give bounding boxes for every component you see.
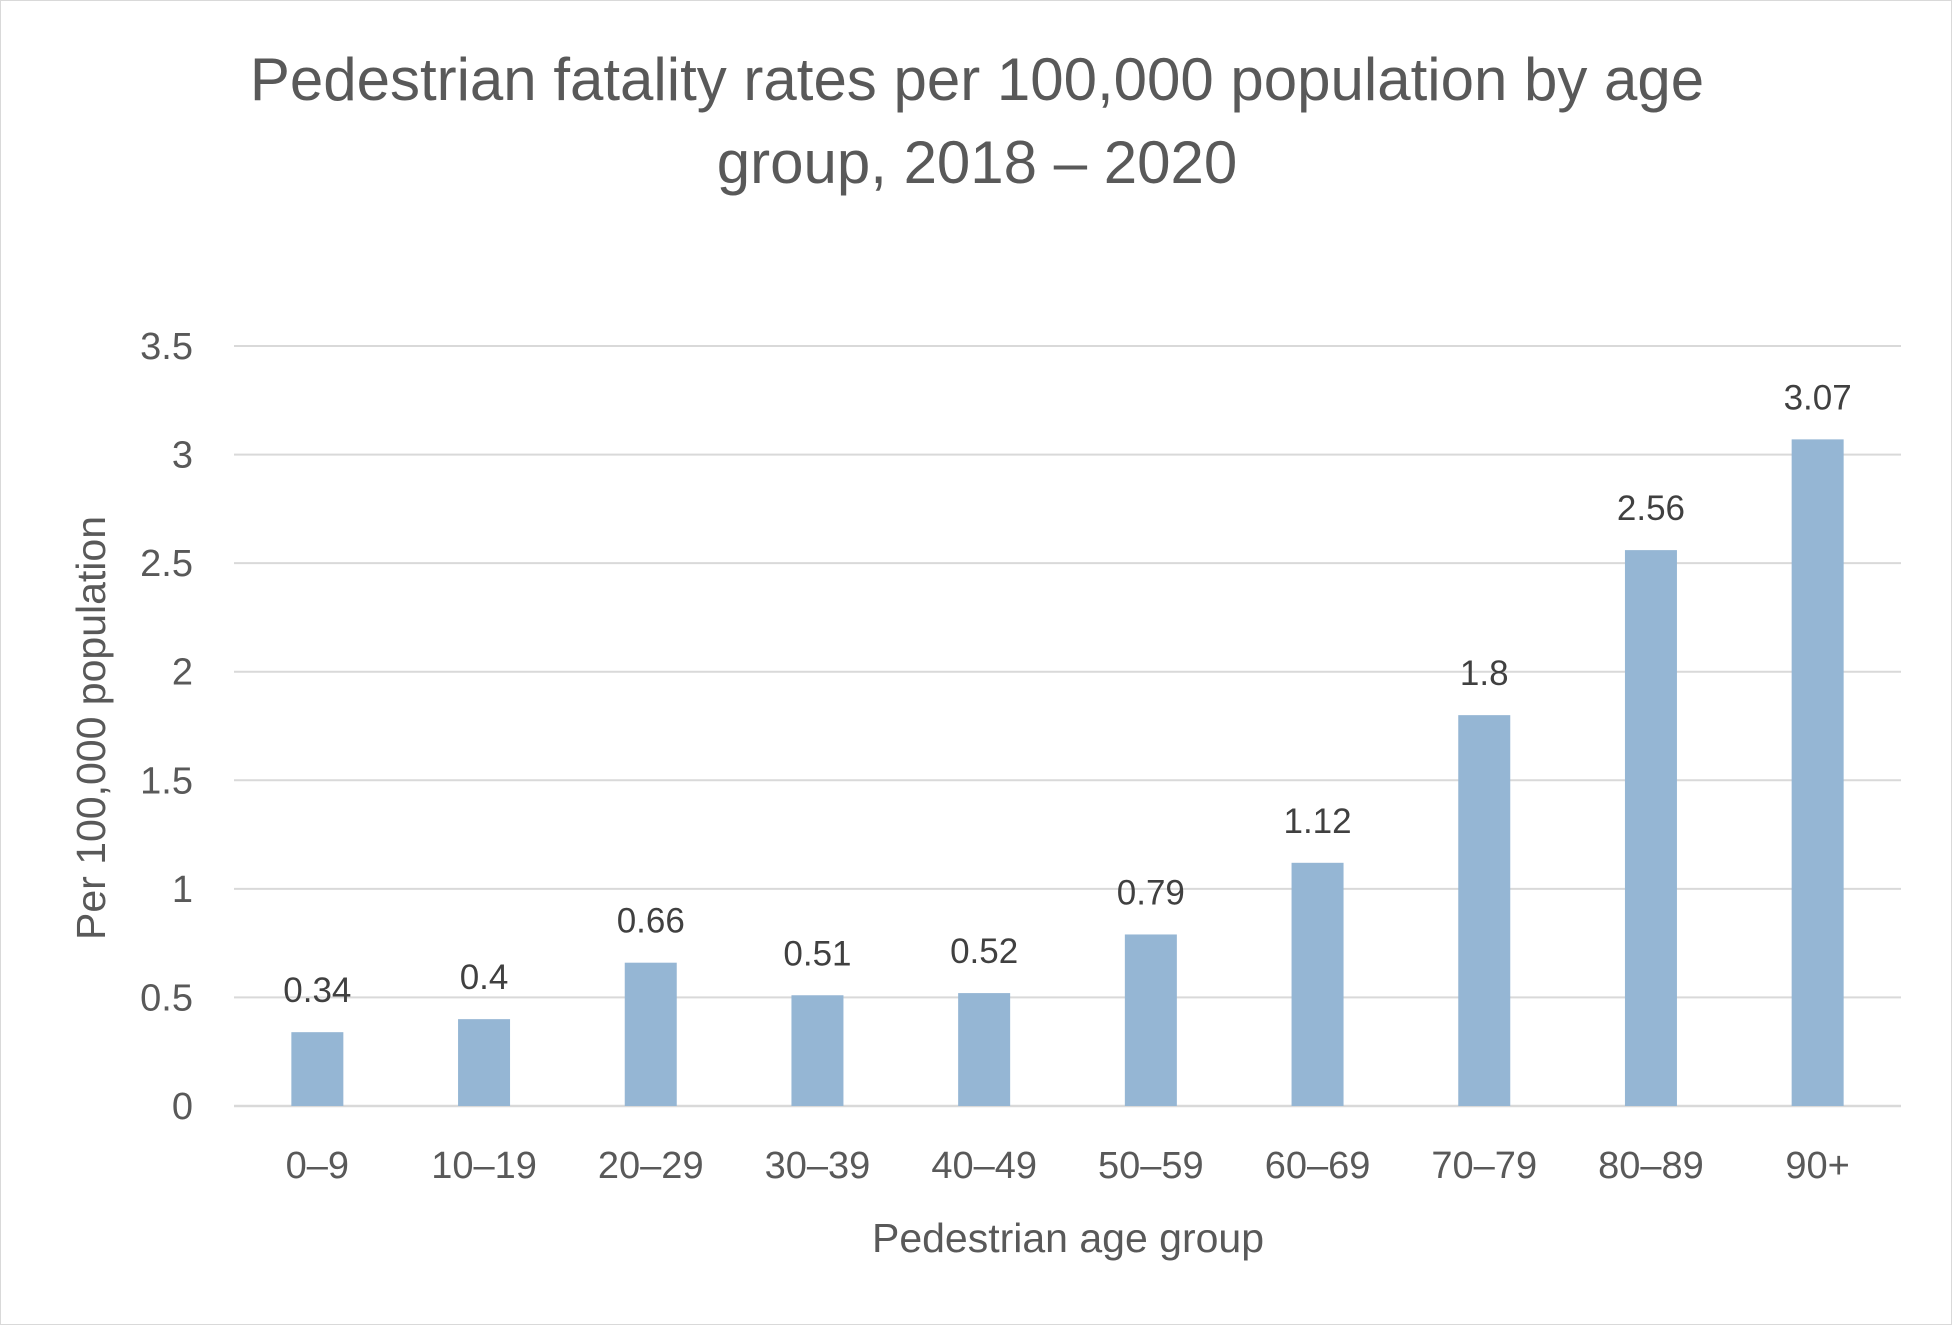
x-tick-label: 90+ [1785,1145,1849,1187]
data-labels: 0.34 0.4 0.66 0.51 0.52 0.79 1.12 1.8 2.56 3.07 [283,378,1851,1010]
x-tick-label: 20–29 [598,1145,704,1187]
data-label: 0.79 [1117,873,1185,912]
bar [1624,550,1677,1106]
y-tick-label: 0.5 [140,977,193,1019]
x-tick-label: 0–9 [286,1145,349,1187]
chart-title-line-1: Pedestrian fatality rates per 100,000 po… [250,46,1704,113]
bar [791,995,844,1106]
x-tick-label: 60–69 [1265,1145,1371,1187]
data-label: 0.52 [950,932,1018,971]
gridlines [234,345,1901,1108]
x-tick-label: 50–59 [1098,1145,1204,1187]
bar [1124,934,1177,1106]
y-tick-label: 3 [172,435,193,477]
data-label: 0.51 [783,934,851,973]
y-tick-label: 1.5 [140,760,193,802]
data-label: 0.34 [283,971,351,1010]
data-label: 1.8 [1460,654,1509,693]
bar [1458,715,1511,1106]
data-label: 0.66 [617,902,685,941]
data-label: 3.07 [1784,378,1852,417]
bar [1791,439,1844,1106]
bar [624,962,677,1106]
bar [958,993,1011,1106]
x-tick-label: 80–89 [1598,1145,1704,1187]
y-tick-label: 1 [172,869,193,911]
data-label: 1.12 [1283,802,1351,841]
chart-title-line-2: group, 2018 – 2020 [717,129,1237,196]
bar [1291,862,1344,1106]
x-axis-title: Pedestrian age group [872,1215,1264,1261]
y-tick-label: 3.5 [140,326,193,368]
x-axis-ticks: 0–9 10–19 20–29 30–39 40–49 50–59 60–69 70–79 80… [286,1145,1850,1187]
bars [291,439,1844,1106]
data-label: 2.56 [1617,489,1685,528]
bar [291,1032,344,1106]
x-tick-label: 30–39 [765,1145,871,1187]
y-axis-ticks: 0 0.5 1 1.5 2 2.5 3 3.5 [140,326,193,1128]
y-axis-title: Per 100,000 population [68,516,114,940]
x-tick-label: 10–19 [431,1145,537,1187]
bar [458,1019,511,1106]
y-tick-label: 0 [172,1086,193,1128]
data-label: 0.4 [460,958,509,997]
x-tick-label: 70–79 [1431,1145,1537,1187]
y-tick-label: 2 [172,652,193,694]
x-tick-label: 40–49 [931,1145,1037,1187]
y-tick-label: 2.5 [140,543,193,585]
